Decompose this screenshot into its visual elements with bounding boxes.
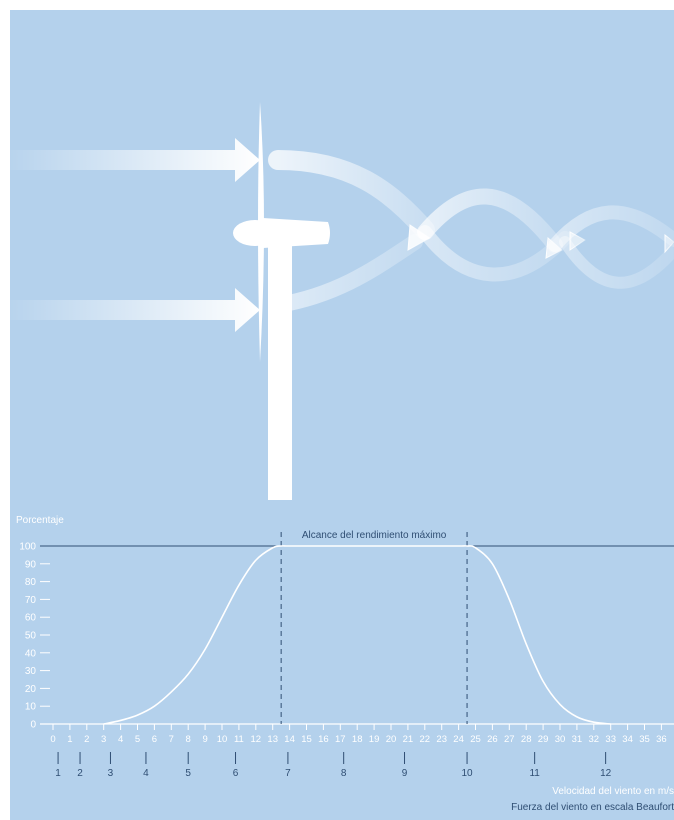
- x-tick-label: 20: [386, 734, 397, 745]
- x-tick-label: 5: [135, 734, 140, 745]
- beaufort-tick-label: 5: [185, 768, 191, 779]
- y-axis: 0 10 20 30 40 50 60 70 80 90 100: [19, 542, 50, 731]
- wind-arrow-icon: [10, 138, 260, 182]
- y-tick-label: 70: [25, 595, 37, 606]
- x-tick-label: 19: [369, 734, 380, 745]
- beaufort-axis: 1 2 3 4 5 6 7 8 9 10 11 12: [55, 752, 612, 779]
- x-tick-label: 25: [470, 734, 481, 745]
- y-tick-label: 20: [25, 684, 37, 695]
- y-tick-label: 0: [30, 720, 36, 731]
- x-tick-label: 2: [84, 734, 89, 745]
- x-tick-label: 7: [169, 734, 174, 745]
- beaufort-tick-label: 10: [461, 768, 473, 779]
- beaufort-tick-label: 6: [233, 768, 239, 779]
- beaufort-tick-label: 4: [143, 768, 149, 779]
- x-tick-label: 8: [186, 734, 191, 745]
- y-tick-label: 10: [25, 702, 37, 713]
- x-tick-label: 11: [234, 734, 244, 745]
- x-tick-label: 16: [318, 734, 329, 745]
- x-tick-label: 34: [622, 734, 633, 745]
- y-tick-label: 80: [25, 577, 37, 588]
- beaufort-tick-label: 3: [108, 768, 114, 779]
- x-tick-label: 0: [50, 734, 55, 745]
- x-tick-label: 12: [251, 734, 262, 745]
- x-tick-label: 18: [352, 734, 363, 745]
- y-tick-label: 90: [25, 559, 37, 570]
- x-tick-label: 26: [487, 734, 498, 745]
- x-tick-label: 1: [67, 734, 72, 745]
- y-tick-label: 100: [19, 542, 36, 553]
- wind-turbine-icon: [233, 102, 330, 500]
- x-tick-label: 28: [521, 734, 532, 745]
- x-axis-label: Velocidad del viento en m/s: [552, 786, 674, 797]
- x-tick-label: 32: [589, 734, 600, 745]
- wind-arrow-icon: [10, 288, 260, 332]
- beaufort-tick-label: 8: [341, 768, 347, 779]
- y-tick-label: 50: [25, 631, 37, 642]
- x-tick-label: 36: [656, 734, 667, 745]
- y-tick-label: 60: [25, 613, 37, 624]
- beaufort-tick-label: 9: [402, 768, 408, 779]
- x-tick-label: 24: [453, 734, 464, 745]
- x-tick-label: 17: [335, 734, 346, 745]
- x-tick-label: 23: [436, 734, 447, 745]
- power-curve-line: [103, 545, 611, 725]
- chart-grid: [40, 545, 674, 725]
- wake-swirl: [268, 150, 674, 313]
- x-tick-label: 33: [605, 734, 616, 745]
- y-tick-label: 30: [25, 666, 37, 677]
- x-axis: 0 1 2 3 4 5 6 7 8 9 10 11 12 13 14 15 16 17 18 19 20 21 22 23 24…: [50, 724, 667, 745]
- x-tick-label: 22: [420, 734, 431, 745]
- annotation-bracket: [280, 532, 468, 724]
- x-tick-label: 3: [101, 734, 106, 745]
- x-tick-label: 21: [403, 734, 414, 745]
- beaufort-tick-label: 2: [77, 768, 83, 779]
- x-tick-label: 9: [202, 734, 207, 745]
- x-tick-label: 30: [555, 734, 566, 745]
- wind-turbine-illustration: [10, 102, 674, 500]
- x-tick-label: 29: [538, 734, 549, 745]
- x-tick-label: 4: [118, 734, 123, 745]
- x-tick-label: 31: [572, 734, 583, 745]
- x-tick-label: 14: [284, 734, 295, 745]
- beaufort-tick-label: 7: [285, 768, 291, 779]
- y-axis-label: Porcentaje: [16, 515, 64, 526]
- x-tick-label: 15: [301, 734, 312, 745]
- annotation-label: Alcance del rendimiento máximo: [302, 530, 447, 541]
- y-tick-label: 40: [25, 648, 37, 659]
- beaufort-tick-label: 1: [55, 768, 61, 779]
- beaufort-tick-label: 11: [529, 768, 540, 779]
- x-tick-label: 27: [504, 734, 515, 745]
- x-tick-label: 35: [639, 734, 650, 745]
- x-tick-label: 10: [217, 734, 228, 745]
- wind-turbine-panel: 0 10 20 30 40 50 60 70 80 90 100 0 1 2 3 4 5 6 7 8 9 10 11 12 1…: [10, 10, 674, 820]
- x-tick-label: 6: [152, 734, 157, 745]
- chart-series: [103, 545, 611, 725]
- x-tick-label: 13: [267, 734, 278, 745]
- beaufort-axis-label: Fuerza del viento en escala Beaufort: [511, 802, 674, 813]
- beaufort-tick-label: 12: [600, 768, 612, 779]
